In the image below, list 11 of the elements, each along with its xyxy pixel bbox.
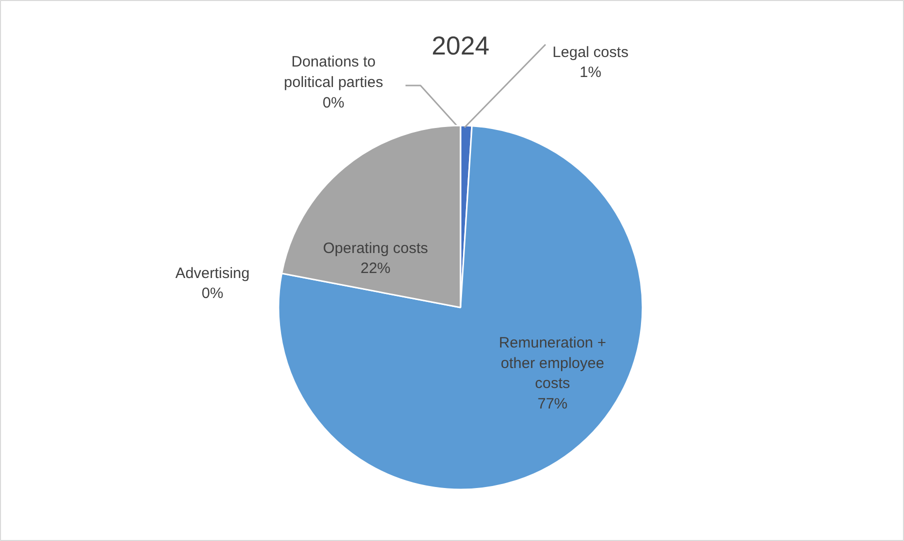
data-label: 77% xyxy=(537,396,568,413)
category-label: Advertising xyxy=(175,264,250,282)
slice-label: Operating costs xyxy=(322,240,428,257)
category-label: Donations to political parties xyxy=(284,54,384,91)
data-label: 1% xyxy=(580,64,602,82)
slice-label: Legal costs xyxy=(552,44,628,61)
chart-title: 2024 xyxy=(432,30,490,60)
text: 0% xyxy=(322,94,344,112)
text: 0% xyxy=(202,285,224,302)
slice-label: Remuneration + other employee costs xyxy=(498,334,606,392)
data-label: 22% xyxy=(360,260,391,278)
